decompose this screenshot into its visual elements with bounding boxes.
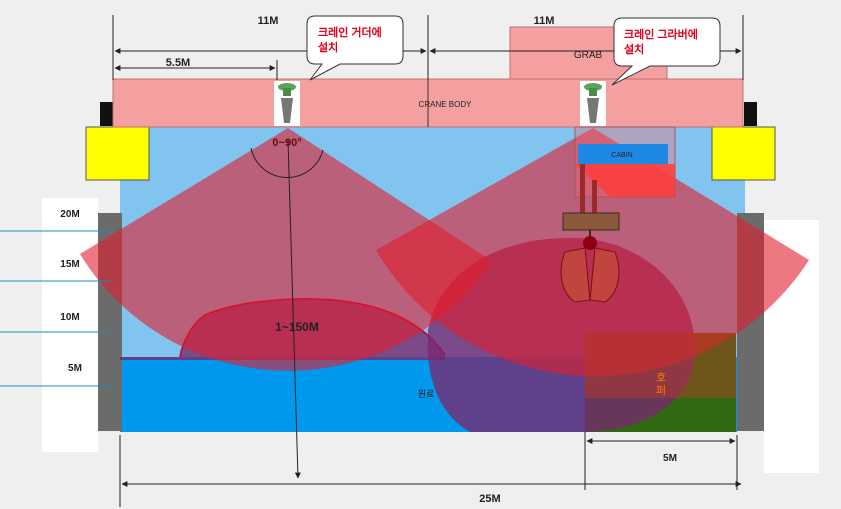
dim-label-hopper: 5M	[663, 453, 677, 464]
grab-cable-left	[580, 164, 585, 214]
cabin-wedge	[575, 164, 675, 197]
height-label-15m: 15M	[60, 259, 79, 270]
dim-label-top-left: 11M	[258, 15, 279, 27]
angle-arc	[250, 147, 324, 179]
grab-cable-right	[592, 180, 597, 214]
grab-hinge	[583, 236, 597, 250]
right-bumper	[744, 102, 757, 126]
grabber-callout: 크레인 그라버에 설치	[611, 17, 721, 86]
grabber-sensor-beam	[376, 128, 809, 377]
angle-label: 0~90°	[272, 137, 301, 149]
hopper-overlay	[585, 333, 736, 398]
crane-body-label: CRANE BODY	[419, 100, 473, 109]
grabber-sensor-icon	[580, 81, 606, 126]
range-line	[287, 139, 301, 479]
dim-label-top-right: 11M	[534, 15, 555, 27]
left-scale-panel	[42, 198, 98, 452]
height-label-5m: 5M	[68, 363, 82, 374]
right-wheel-box	[711, 126, 776, 181]
girder-sensor-beam	[80, 128, 492, 371]
grab-jaw-right	[589, 247, 620, 303]
range-label: 1~150M	[275, 320, 319, 334]
height-label-10m: 10M	[60, 312, 79, 323]
material-label: 원료	[418, 389, 435, 399]
left-wheel-box	[85, 126, 150, 181]
girder-callout: 크레인 거더에 설치	[306, 15, 404, 81]
grab-jaw-left	[560, 247, 591, 303]
girder-callout-line1: 크레인 거더에	[318, 25, 382, 39]
left-bumper	[100, 102, 113, 126]
girder-callout-line2: 설치	[318, 40, 338, 54]
grab-label: GRAB	[574, 50, 603, 61]
girder-sensor-icon	[274, 81, 300, 126]
grab-head	[562, 212, 620, 231]
height-scale-lines	[0, 230, 110, 387]
hopper-label-1: 호	[656, 371, 666, 384]
cabin-label: CABIN	[611, 152, 632, 159]
dim-label-total: 25M	[479, 493, 500, 505]
cabin	[578, 144, 668, 164]
hopper-label-2: 퍼	[656, 384, 666, 397]
grabber-callout-line2: 설치	[624, 42, 644, 56]
height-label-20m: 20M	[60, 209, 79, 220]
grabber-callout-line1: 크레인 그라버에	[624, 27, 698, 41]
dim-label-offset: 5.5M	[166, 57, 190, 69]
